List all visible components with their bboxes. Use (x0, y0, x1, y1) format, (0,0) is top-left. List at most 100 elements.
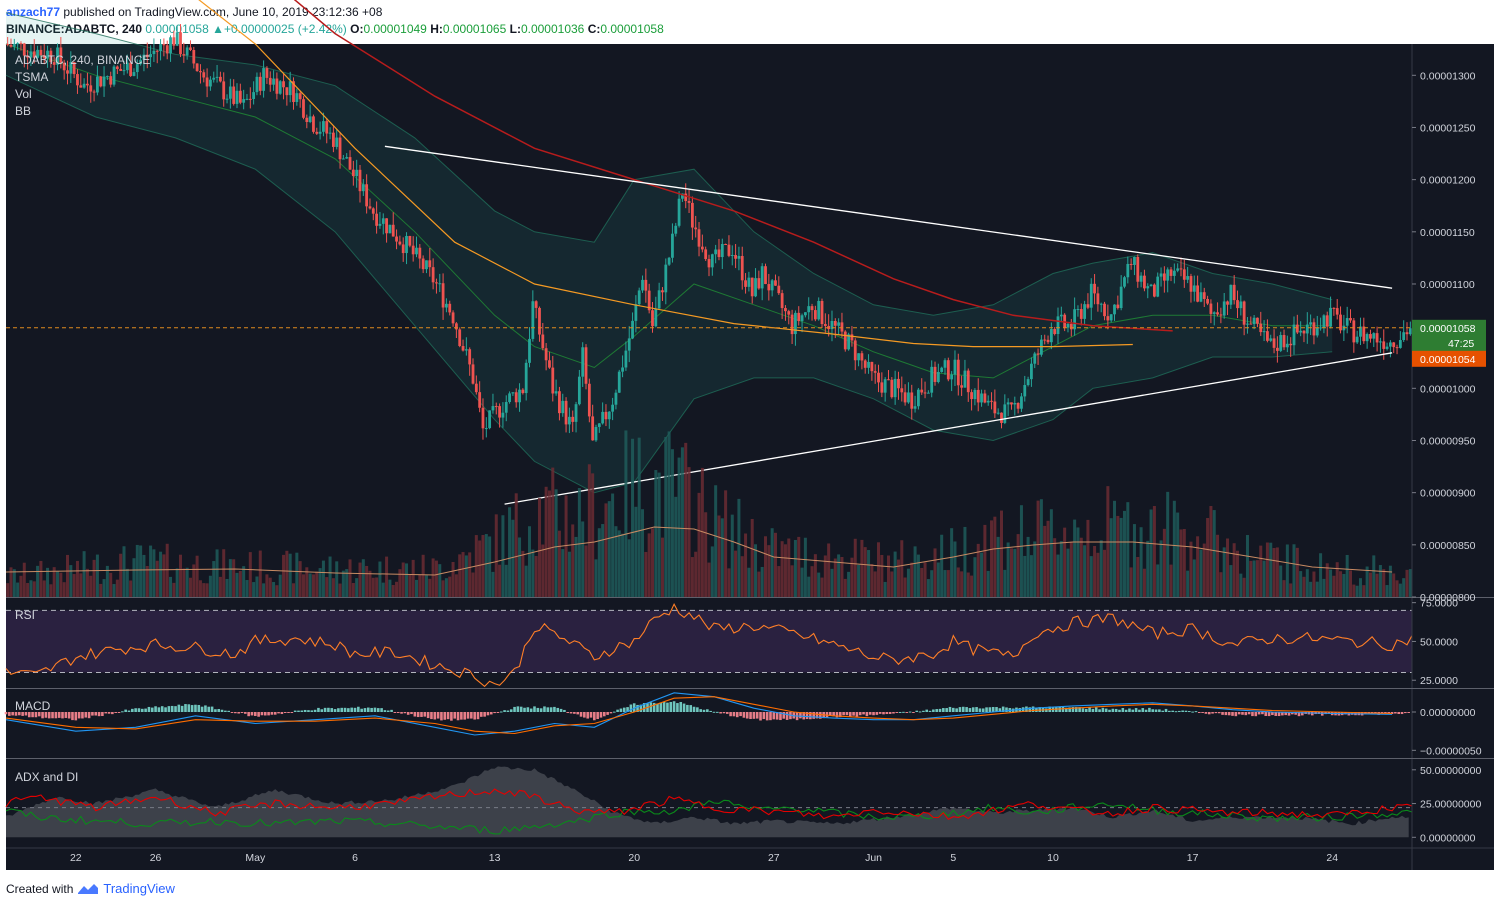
volume-bar (617, 530, 621, 597)
macd-histogram-bar (549, 707, 553, 712)
candle-body (541, 334, 545, 349)
rsi-pane[interactable] (5, 602, 1413, 688)
macd-histogram-bar (267, 712, 270, 716)
macd-histogram-bar (17, 712, 21, 716)
macd-histogram-bar (117, 712, 121, 713)
volume-bar (85, 568, 89, 597)
candle-body (498, 406, 501, 418)
volume-bar (1405, 569, 1409, 597)
macd-histogram-bar (702, 709, 706, 712)
macd-histogram-bar (463, 712, 466, 720)
volume-bar (697, 492, 701, 597)
macd-histogram-bar (357, 706, 360, 712)
volume-bar (448, 576, 452, 597)
candle-body (524, 362, 528, 394)
candle-body (1282, 335, 1286, 348)
bollinger-band-fill (6, 12, 1333, 493)
volume-bar (1375, 573, 1379, 597)
candle-body (435, 282, 438, 284)
candle-body (1066, 323, 1070, 328)
candle-body (348, 157, 352, 170)
volume-bar (72, 574, 76, 597)
volume-bar (900, 540, 904, 597)
volume-bar (1216, 534, 1220, 597)
macd-histogram-bar (47, 712, 51, 719)
macd-histogram-bar (739, 712, 742, 717)
price-tick-label: 0.00000850 (1420, 540, 1476, 552)
volume-bar (1295, 547, 1299, 597)
macd-histogram-bar (995, 707, 998, 712)
macd-histogram-bar (942, 708, 945, 712)
macd-histogram-bar (1111, 708, 1115, 712)
candle-body (1106, 316, 1110, 321)
candle-body (677, 198, 681, 226)
candle-body (159, 43, 162, 52)
candle-body (105, 76, 109, 78)
volume-bar (218, 576, 222, 597)
price-tick-label: 0.00001150 (1420, 227, 1475, 239)
macd-histogram-bar (1271, 712, 1274, 716)
volume-bar (278, 574, 282, 597)
candle-body (587, 383, 591, 417)
rsi-band (6, 610, 1412, 673)
candle-body (238, 90, 242, 103)
volume-bar (1033, 541, 1037, 597)
candle-body (544, 348, 548, 361)
candle-body (1166, 269, 1170, 281)
volume-bar (1063, 527, 1067, 597)
volume-bar (773, 532, 777, 597)
main-pane[interactable] (5, 0, 1412, 505)
volume-bar (1059, 541, 1063, 597)
time-tick-label: 10 (1047, 852, 1059, 864)
candle-body (1016, 402, 1020, 409)
price-axis[interactable] (1412, 44, 1494, 870)
candle-body (963, 370, 967, 388)
candle-body (96, 76, 99, 93)
volume-bar (32, 581, 36, 597)
adx-pane[interactable] (5, 766, 1413, 838)
macd-histogram-bar (263, 712, 267, 716)
candle-body (558, 391, 561, 414)
macd-histogram-bar (1121, 707, 1125, 712)
macd-histogram-bar (1407, 712, 1410, 713)
macd-histogram-bar (1227, 712, 1231, 716)
macd-histogram-bar (21, 712, 24, 716)
volume-bar (650, 528, 654, 597)
volume-bar (647, 533, 651, 597)
candle-body (375, 213, 379, 226)
macd-histogram-bar (815, 712, 819, 719)
candle-body (19, 43, 23, 45)
macd-histogram-bar (536, 707, 540, 712)
macd-histogram-bar (413, 712, 417, 717)
candle-body (930, 366, 934, 393)
volume-bar (764, 536, 768, 597)
candle-body (1279, 335, 1283, 351)
volume-bar (597, 528, 601, 597)
candle-body (109, 76, 113, 85)
macd-histogram-bar (519, 706, 523, 712)
tradingview-brand-link[interactable]: TradingView (103, 881, 175, 896)
macd-histogram-bar (1151, 709, 1155, 712)
volume-bar (1029, 555, 1033, 597)
candle-body (714, 249, 718, 255)
macd-histogram-bar (51, 712, 54, 719)
candle-body (49, 50, 53, 63)
volume-bar (1069, 541, 1073, 597)
macd-histogram-bar (14, 712, 18, 716)
volume-bar (365, 565, 369, 597)
volume-bar (564, 495, 568, 597)
volume-bar (1006, 542, 1010, 597)
volume-bar (777, 566, 781, 597)
volume-bar (215, 549, 219, 597)
volume-bar (42, 580, 46, 597)
close-label: C: (587, 22, 601, 36)
volume-bar (228, 559, 232, 597)
candle-body (717, 249, 721, 258)
macd-histogram-bar (190, 705, 194, 712)
macd-pane[interactable] (4, 692, 1410, 736)
macd-histogram-bar (97, 712, 101, 717)
macd-histogram-bar (1287, 712, 1291, 716)
candle-body (295, 93, 299, 102)
macd-histogram-bar (1068, 707, 1071, 712)
